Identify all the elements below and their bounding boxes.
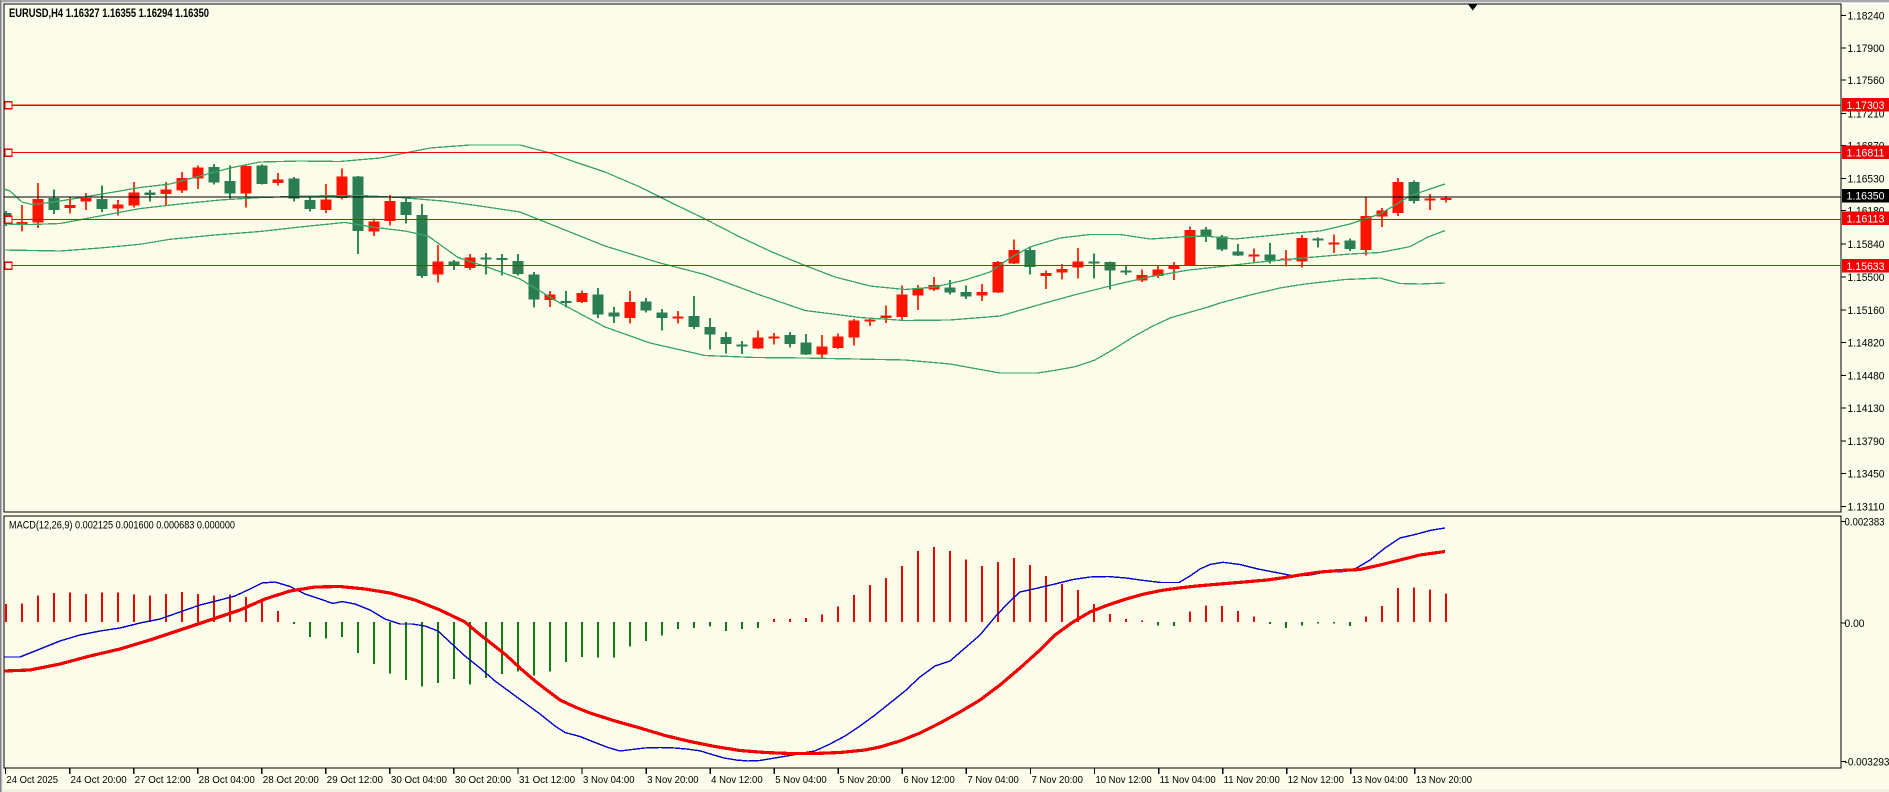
svg-text:1.15160: 1.15160 bbox=[1848, 305, 1885, 317]
svg-text:1.16350: 1.16350 bbox=[1847, 191, 1885, 203]
svg-text:30 Oct 04:00: 30 Oct 04:00 bbox=[391, 775, 447, 786]
svg-text:5 Nov 20:00: 5 Nov 20:00 bbox=[839, 775, 891, 786]
svg-text:4 Nov 12:00: 4 Nov 12:00 bbox=[711, 775, 763, 786]
svg-text:28 Oct 20:00: 28 Oct 20:00 bbox=[263, 775, 319, 786]
svg-text:1.17560: 1.17560 bbox=[1848, 75, 1885, 87]
svg-text:0.002383: 0.002383 bbox=[1845, 517, 1885, 529]
svg-text:1.13110: 1.13110 bbox=[1848, 501, 1885, 513]
svg-text:10 Nov 12:00: 10 Nov 12:00 bbox=[1096, 775, 1152, 786]
svg-text:1.18240: 1.18240 bbox=[1848, 10, 1885, 22]
svg-text:13 Nov 20:00: 13 Nov 20:00 bbox=[1416, 775, 1472, 786]
svg-text:1.14130: 1.14130 bbox=[1848, 403, 1885, 415]
svg-text:1.14480: 1.14480 bbox=[1848, 370, 1885, 382]
svg-text:31 Oct 12:00: 31 Oct 12:00 bbox=[519, 775, 575, 786]
svg-text:1.17900: 1.17900 bbox=[1848, 43, 1885, 55]
svg-text:1.13450: 1.13450 bbox=[1848, 469, 1885, 481]
svg-text:30 Oct 20:00: 30 Oct 20:00 bbox=[455, 775, 511, 786]
svg-text:0.00: 0.00 bbox=[1845, 618, 1865, 630]
svg-text:1.17303: 1.17303 bbox=[1847, 100, 1885, 112]
svg-text:28 Oct 04:00: 28 Oct 04:00 bbox=[199, 775, 255, 786]
svg-text:12 Nov 12:00: 12 Nov 12:00 bbox=[1288, 775, 1344, 786]
svg-text:3 Nov 04:00: 3 Nov 04:00 bbox=[583, 775, 635, 786]
svg-text:7 Nov 04:00: 7 Nov 04:00 bbox=[967, 775, 1019, 786]
svg-text:13 Nov 04:00: 13 Nov 04:00 bbox=[1352, 775, 1408, 786]
svg-text:24 Oct 2025: 24 Oct 2025 bbox=[7, 775, 59, 786]
svg-text:1.16811: 1.16811 bbox=[1847, 147, 1885, 159]
svg-text:MACD(12,26,9) 0.002125 0.00160: MACD(12,26,9) 0.002125 0.001600 0.000683… bbox=[9, 520, 235, 532]
svg-text:1.15840: 1.15840 bbox=[1848, 239, 1885, 251]
svg-text:1.15633: 1.15633 bbox=[1847, 261, 1885, 273]
svg-text:1.16113: 1.16113 bbox=[1847, 213, 1885, 225]
svg-text:27 Oct 12:00: 27 Oct 12:00 bbox=[135, 775, 191, 786]
svg-text:1.16530: 1.16530 bbox=[1848, 173, 1885, 185]
svg-text:6 Nov 12:00: 6 Nov 12:00 bbox=[903, 775, 955, 786]
svg-text:1.15500: 1.15500 bbox=[1848, 272, 1885, 284]
svg-text:11 Nov 20:00: 11 Nov 20:00 bbox=[1224, 775, 1280, 786]
svg-text:11 Nov 04:00: 11 Nov 04:00 bbox=[1160, 775, 1216, 786]
svg-text:-0.003293: -0.003293 bbox=[1845, 757, 1889, 769]
svg-text:1.13790: 1.13790 bbox=[1848, 436, 1885, 448]
svg-text:29 Oct 12:00: 29 Oct 12:00 bbox=[327, 775, 383, 786]
svg-text:3 Nov 20:00: 3 Nov 20:00 bbox=[647, 775, 699, 786]
svg-text:EURUSD,H4 1.16327 1.16355 1.1: EURUSD,H4 1.16327 1.16355 1.16294 1.1635… bbox=[9, 8, 209, 20]
svg-text:7 Nov 20:00: 7 Nov 20:00 bbox=[1031, 775, 1083, 786]
svg-text:24 Oct 20:00: 24 Oct 20:00 bbox=[71, 775, 127, 786]
svg-text:5 Nov 04:00: 5 Nov 04:00 bbox=[775, 775, 827, 786]
svg-text:1.14820: 1.14820 bbox=[1848, 338, 1885, 350]
